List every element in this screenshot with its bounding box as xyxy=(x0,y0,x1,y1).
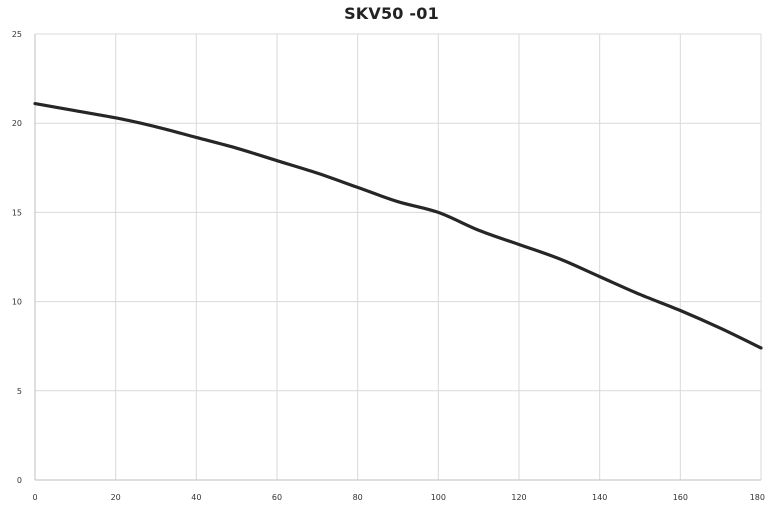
grid xyxy=(35,33,762,480)
y-tick-label: 20 xyxy=(12,119,22,128)
x-tick-label: 0 xyxy=(32,493,37,502)
series-line xyxy=(33,101,763,350)
x-tick-label: 120 xyxy=(511,493,526,502)
y-tick-label: 15 xyxy=(12,208,22,217)
axes xyxy=(34,34,761,481)
x-tick-label: 100 xyxy=(431,493,446,502)
y-tick-label: 0 xyxy=(17,476,22,485)
x-tick-label: 160 xyxy=(673,493,688,502)
x-tick-label: 140 xyxy=(592,493,607,502)
y-tick-label: 10 xyxy=(12,298,22,307)
x-tick-label: 40 xyxy=(191,493,201,502)
y-tick-label: 5 xyxy=(17,387,22,396)
y-tick-label: 25 xyxy=(12,30,22,39)
x-tick-label: 60 xyxy=(272,493,282,502)
tick-labels: 0 20 40 60 80 100 120 140 160 180 0 5 10 15 20 25 xyxy=(12,30,765,502)
x-tick-label: 80 xyxy=(353,493,363,502)
series-layer xyxy=(33,101,763,350)
x-tick-label: 20 xyxy=(111,493,121,502)
x-tick-label: 180 xyxy=(750,493,765,502)
chart-title: SKV50 -01 xyxy=(344,4,439,23)
